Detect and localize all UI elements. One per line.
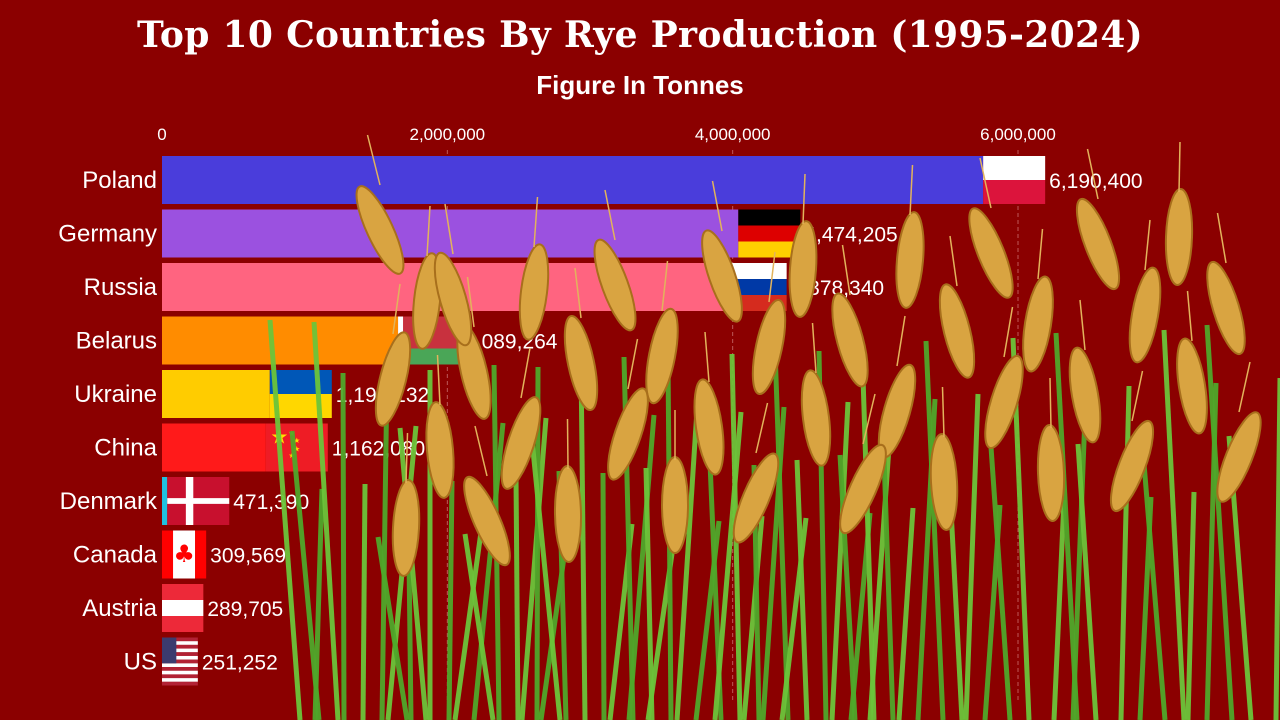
category-label: Ukraine <box>74 381 157 408</box>
category-label: Germany <box>58 221 157 248</box>
svg-text:★: ★ <box>293 436 300 445</box>
value-label: 4,474,205 <box>804 224 897 247</box>
denmark-flag <box>167 477 230 525</box>
value-label: 289,705 <box>207 598 283 621</box>
x-tick-label: 4,000,000 <box>695 125 771 144</box>
svg-text:★: ★ <box>293 445 300 454</box>
bar <box>162 477 168 525</box>
austria-flag <box>162 584 204 632</box>
bar <box>162 316 399 365</box>
chart-title: Top 10 Countries By Rye Production (1995… <box>136 14 1144 56</box>
canada-flag: ♣ <box>162 530 207 579</box>
bar <box>162 370 270 418</box>
category-label: Denmark <box>60 488 158 515</box>
bar <box>162 156 984 204</box>
germany-flag <box>738 209 801 258</box>
category-label: Russia <box>84 274 158 301</box>
value-label: 6,190,400 <box>1049 170 1142 193</box>
category-label: Austria <box>82 595 157 622</box>
x-tick-label: 0 <box>157 125 166 144</box>
chart-subtitle: Figure In Tonnes <box>536 70 744 100</box>
category-label: Belarus <box>76 328 157 355</box>
value-label: 471,390 <box>233 491 309 514</box>
poland-flag <box>983 156 1046 204</box>
svg-text:♣: ♣ <box>173 540 195 568</box>
category-label: China <box>94 435 157 462</box>
value-label: 309,569 <box>210 545 286 568</box>
us-flag <box>162 637 198 686</box>
x-tick-label: 6,000,000 <box>980 125 1056 144</box>
category-label: Canada <box>73 542 158 569</box>
x-tick-label: 2,000,000 <box>410 125 486 144</box>
category-label: US <box>124 649 157 676</box>
category-label: Poland <box>82 167 157 194</box>
rye-stalks-illustration <box>267 134 1280 720</box>
value-label: 251,252 <box>202 652 278 675</box>
bar <box>162 423 266 472</box>
